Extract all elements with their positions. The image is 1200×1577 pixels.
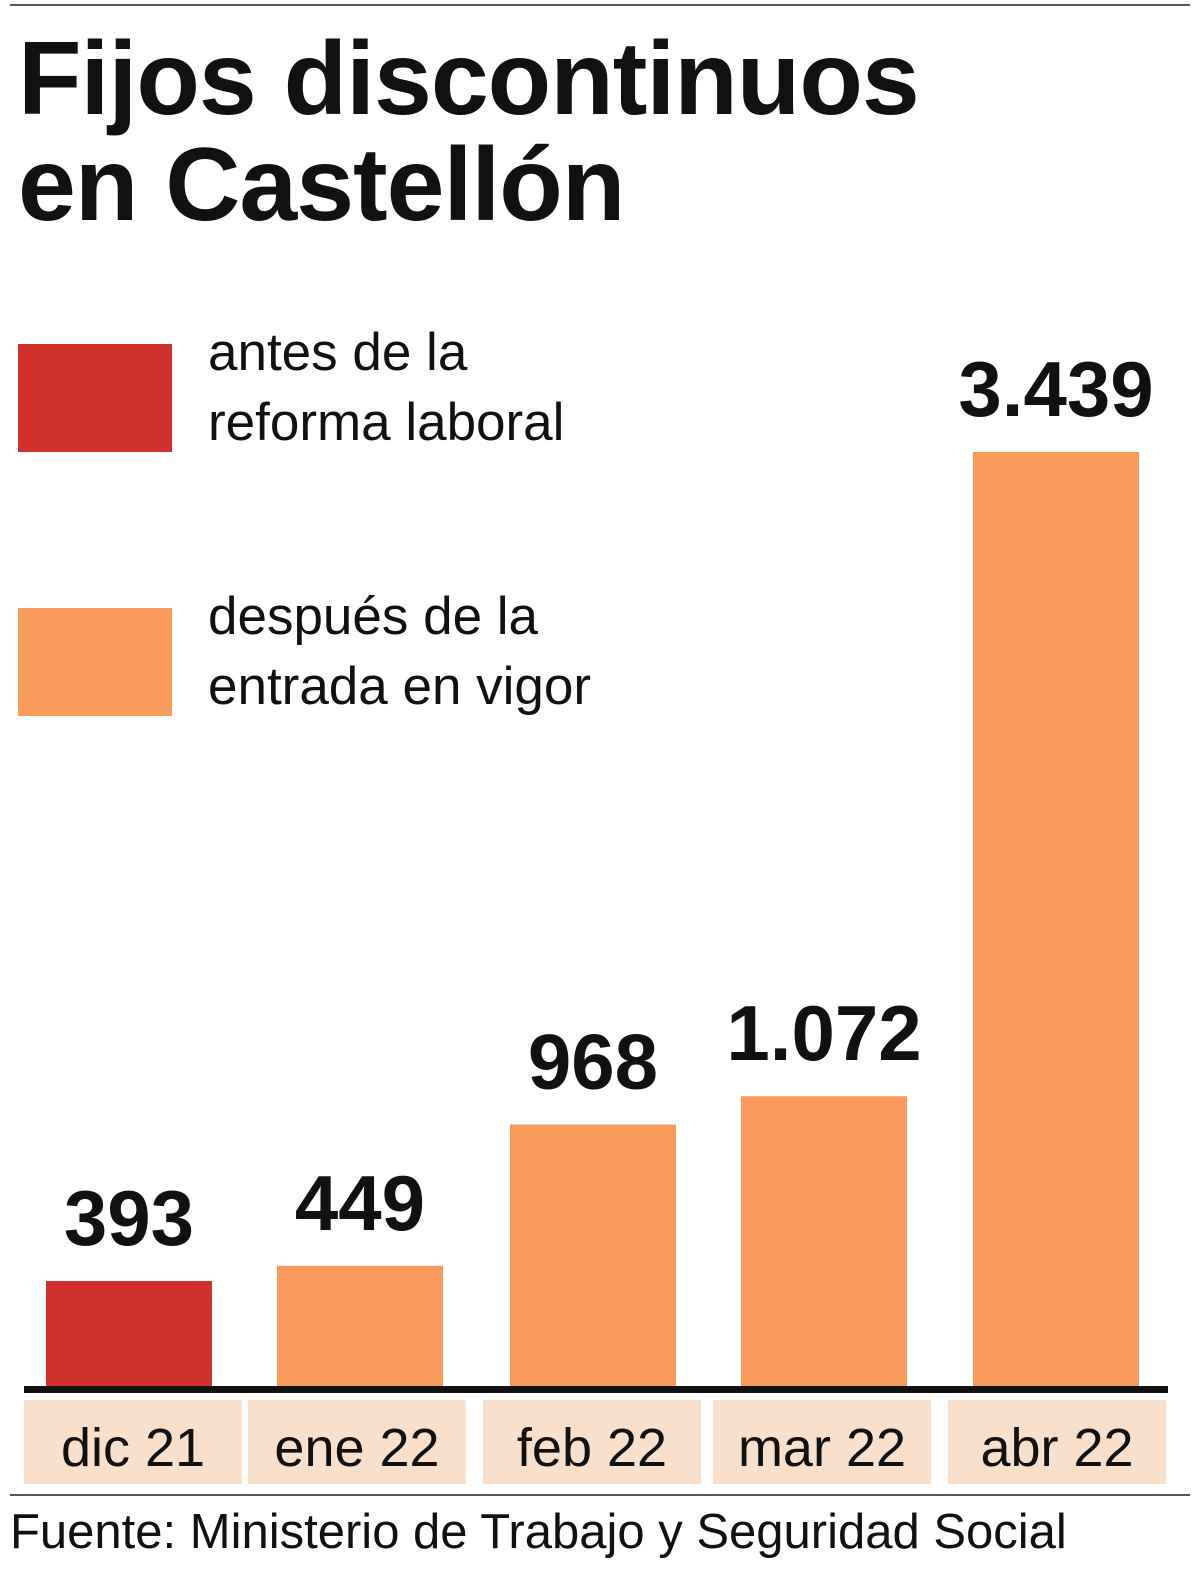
category-band-2: [483, 1400, 701, 1484]
top-rule: [10, 4, 1190, 6]
x-axis-line: [24, 1386, 1168, 1393]
bottom-rule: [10, 1494, 1190, 1496]
legend-swatch-antes: [18, 344, 172, 452]
bar-0: [46, 1281, 212, 1388]
data-label-3: 1.072: [726, 989, 921, 1077]
data-label-4: 3.439: [958, 345, 1153, 433]
chart-title: Fijos discontinuos en Castellón: [18, 21, 920, 243]
title-line-1: Fijos discontinuos: [18, 21, 920, 137]
data-label-2: 968: [528, 1018, 658, 1106]
bar-1: [277, 1265, 443, 1388]
category-band-1: [248, 1400, 466, 1484]
x-tick-label-4: abr 22: [980, 1418, 1133, 1478]
data-label-1: 449: [295, 1159, 425, 1247]
legend-antes-line-1: antes de la: [208, 323, 468, 382]
x-tick-label-1: ene 22: [274, 1418, 439, 1478]
legend-label-antes: antes de la reforma laboral: [208, 318, 564, 458]
category-band-3: [713, 1400, 931, 1484]
category-band-4: [948, 1400, 1166, 1484]
x-tick-label-0: dic 21: [61, 1418, 205, 1478]
bar-3: [741, 1096, 907, 1388]
x-tick-label-3: mar 22: [738, 1418, 906, 1478]
legend-label-despues: después de la entrada en vigor: [208, 582, 591, 722]
legend-antes-line-2: reforma laboral: [208, 393, 565, 452]
category-band-0: [24, 1400, 242, 1484]
legend-despues-line-1: después de la: [208, 587, 539, 646]
source-note: Fuente: Ministerio de Trabajo y Segurida…: [10, 1505, 1067, 1559]
legend-swatch-despues: [18, 608, 172, 716]
bar-2: [510, 1124, 676, 1388]
legend-despues-line-2: entrada en vigor: [208, 657, 592, 716]
title-line-2: en Castellón: [18, 127, 625, 243]
data-label-0: 393: [64, 1174, 194, 1262]
bar-4: [973, 452, 1139, 1388]
x-tick-label-2: feb 22: [517, 1418, 667, 1478]
